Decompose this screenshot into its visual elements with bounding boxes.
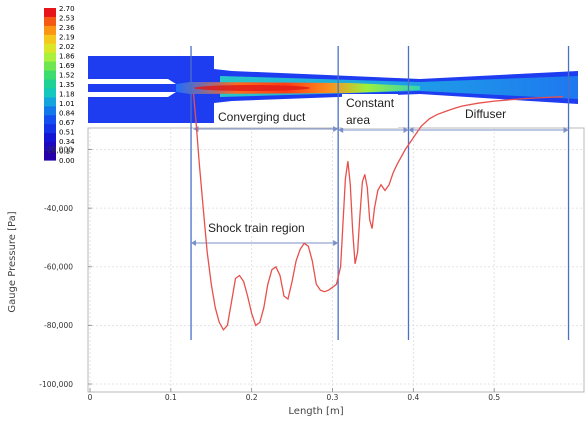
colorbar-label: 0.17 [59,147,75,155]
label-constant-area-line2: area [346,113,370,127]
label-diffuser: Diffuser [465,107,506,121]
colorbar-label: 1.35 [59,81,75,89]
colorbar-block [44,25,56,36]
label-shock-train: Shock train region [208,221,305,235]
colorbar-label: 0.34 [59,138,75,146]
colorbar-block [44,88,56,99]
colorbar-label: 0.00 [59,157,75,165]
colorbar-label: 2.19 [59,33,75,41]
x-tick-label: 0 [88,393,93,402]
colorbar-block [44,43,56,54]
x-axis-title: Length [m] [288,406,343,417]
arrow-shock-train-head-left [191,240,197,246]
region-arrows [191,126,569,246]
colorbar-block [44,142,56,152]
colorbar-label: 0.51 [59,128,75,136]
label-constant-area-line1: Constant [346,96,395,110]
y-tick-label: -60,000 [44,263,73,272]
nozzle-wall-upper [88,79,176,84]
colorbar-block [44,97,56,107]
x-ticks: 0 0.1 0.2 0.3 0.4 0.5 [88,388,500,402]
colorbar-block [44,106,56,116]
colorbar-block [44,52,56,63]
colorbar-label: 1.86 [59,52,75,60]
colorbar-label: 1.69 [59,62,75,70]
x-tick-label: 0.3 [327,393,339,402]
colorbar-block [44,115,56,125]
colorbar-block [44,79,56,90]
arrow-constant-area-head-right [403,127,409,133]
colorbar-block [44,61,56,72]
converging-label-bg [214,108,312,124]
colorbar-block [44,151,56,161]
colorbar-label: 1.01 [59,100,75,108]
contour-image [88,56,578,123]
y-tick-label: -20,000 [44,145,73,154]
arrow-converging-duct-head-right [333,126,339,132]
y-tick-label: -80,000 [44,321,73,330]
colorbar-label: 1.18 [59,90,75,98]
colorbar-block [44,70,56,81]
colorbar-label: 2.02 [59,43,75,51]
colorbar-label: 2.53 [59,14,75,22]
y-axis-title: Gauge Pressure [Pa] [7,211,18,312]
region-lines [190,46,570,340]
arrow-diffuser-head-left [408,127,414,133]
colorbar-block [44,34,56,45]
colorbar-block [44,124,56,134]
colorbar-block [44,16,56,27]
colorbar-label: 0.84 [59,109,75,117]
constant-label-bg [342,94,398,128]
colorbar-label: 0.67 [59,119,75,127]
x-tick-label: 0.4 [407,393,419,402]
nozzle-wall-lower [88,92,176,97]
x-tick-label: 0.2 [246,393,258,402]
colorbar-block [44,133,56,143]
arrow-constant-area-head-left [338,127,344,133]
colorbar-label: 2.36 [59,24,75,32]
plot-frame [87,127,585,393]
jet-core [194,85,310,91]
gridlines [88,128,584,392]
label-converging-duct: Converging duct [218,110,306,124]
y-tick-label: -100,000 [39,380,73,389]
pressure-line [192,93,563,331]
colorbar-label: 2.70 [59,5,75,13]
colorbar-block [44,8,56,18]
colorbar-label: 1.52 [59,71,75,79]
x-tick-label: 0.1 [165,393,177,402]
y-ticks: -20,000 -40,000 -60,000 -80,000 -100,000 [39,145,92,389]
arrow-shock-train-head-right [333,240,339,246]
x-tick-label: 0.5 [488,393,500,402]
y-tick-label: -40,000 [44,204,73,213]
colorbar: 2.702.53 2.362.19 2.021.86 1.691.52 1.351.18… [44,5,75,165]
arrow-diffuser-head-right [563,127,569,133]
